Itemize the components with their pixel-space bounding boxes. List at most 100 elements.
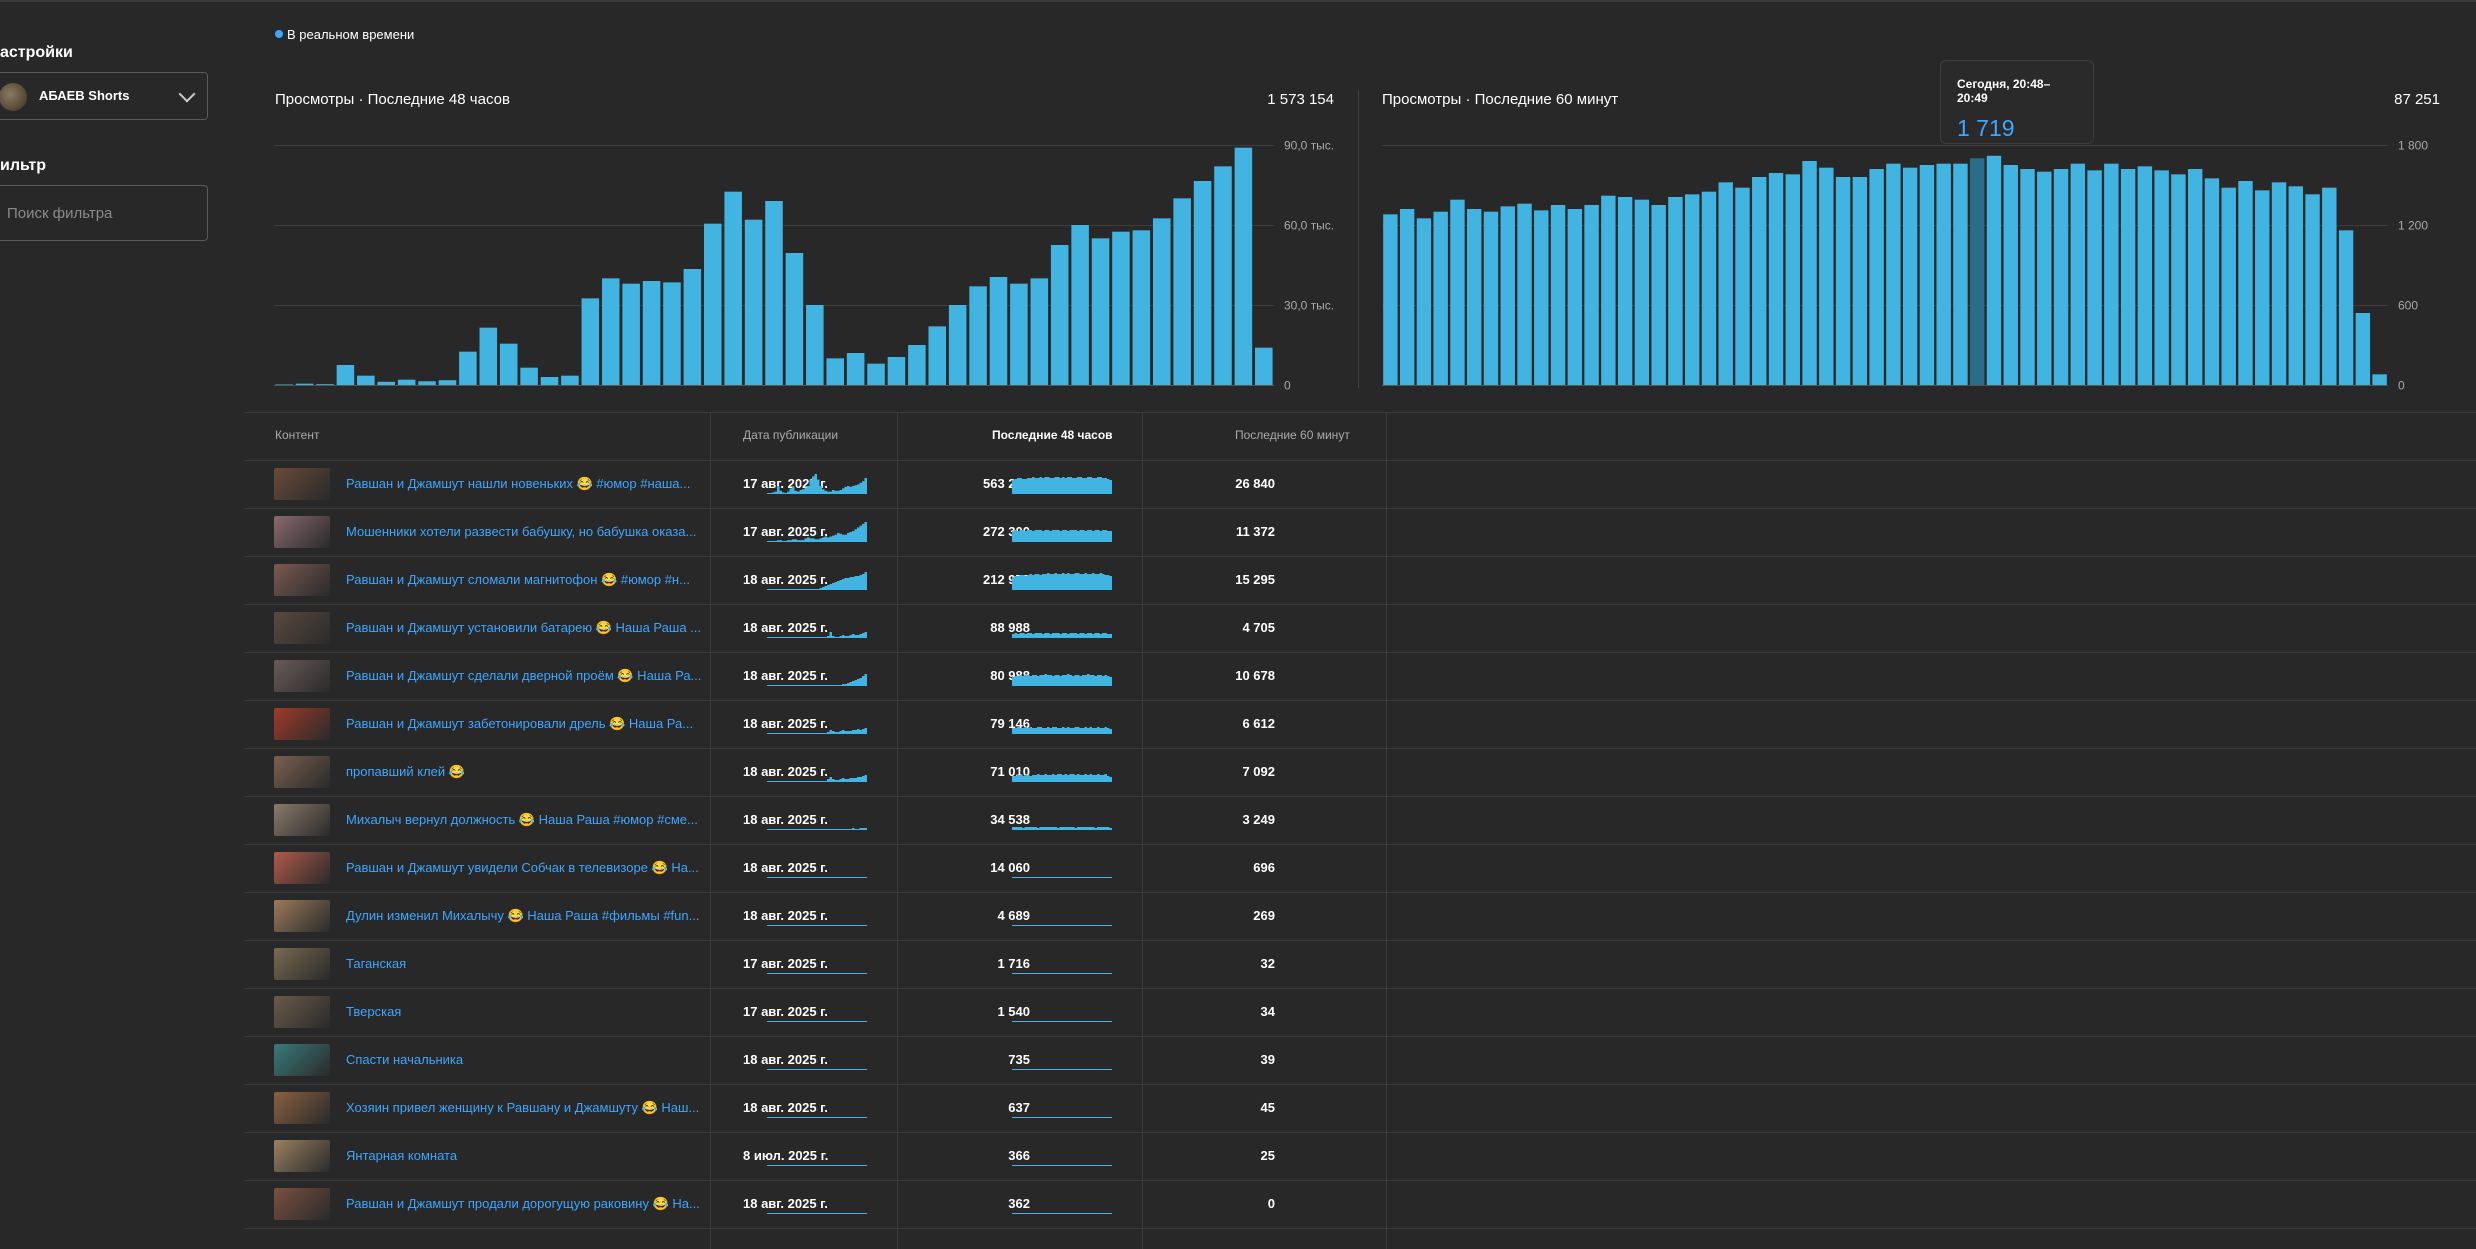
video-thumbnail[interactable] xyxy=(274,1188,330,1220)
chart-48h[interactable]: 90,0 тыс. 60,0 тыс. 30,0 тыс. 0 xyxy=(274,135,1354,395)
sparkline-bar xyxy=(1029,574,1032,590)
table-row[interactable]: Равшан и Джамшут нашли новеньких 😂 #юмор… xyxy=(244,460,2476,508)
sparkline-bar xyxy=(857,484,860,494)
header-last-60m[interactable]: Последние 60 минут xyxy=(1235,428,1350,442)
sparkline-bar xyxy=(817,479,820,494)
sparkline-bar xyxy=(1104,633,1107,638)
video-thumbnail[interactable] xyxy=(274,996,330,1028)
sparkline-bar xyxy=(1024,675,1027,686)
sparkline-bar xyxy=(799,490,802,494)
sparkline-bar xyxy=(839,490,842,494)
video-thumbnail[interactable] xyxy=(274,756,330,788)
sparkline-bar xyxy=(1047,727,1050,734)
views-60m: 11 372 xyxy=(1235,524,1275,539)
video-thumbnail[interactable] xyxy=(274,852,330,884)
sparkline-bar xyxy=(1014,576,1017,590)
sparkline-bar xyxy=(844,684,847,686)
table-row[interactable]: пропавший клей 😂 18 авг. 2025 г. 71 010 7 0… xyxy=(244,748,2476,796)
table-row[interactable]: Михалыч вернул должность 😂 Наша Раша #юм… xyxy=(244,796,2476,844)
video-thumbnail[interactable] xyxy=(274,948,330,980)
sparkline-bar xyxy=(1027,877,1030,878)
sparkline-bar xyxy=(859,575,862,590)
sparkline-bar xyxy=(852,531,855,542)
table-row[interactable]: Равшан и Джамшут сломали магнитофон 😂 #ю… xyxy=(244,556,2476,604)
sparkline-bar xyxy=(1072,478,1075,494)
sparkline-bar xyxy=(857,635,860,638)
sparkline-bar xyxy=(819,538,822,542)
header-last-48h[interactable]: Последние 48 часов xyxy=(992,428,1113,442)
row-divider xyxy=(244,748,2476,749)
sparkline-bar xyxy=(789,488,792,494)
table-row[interactable]: Равшан и Джамшут забетонировали дрель 😂 … xyxy=(244,700,2476,748)
header-content[interactable]: Контент xyxy=(275,428,320,442)
table-row[interactable]: Хозяин привел женщину к Равшану и Джамшу… xyxy=(244,1084,2476,1132)
chart-bar xyxy=(1601,195,1616,385)
channel-name: АБАЕВ Shorts xyxy=(39,88,130,103)
table-row[interactable]: Равшан и Джамшут продали дорогущую раков… xyxy=(244,1180,2476,1228)
sparkline-bar xyxy=(1099,531,1102,542)
sparkline-bar xyxy=(1079,827,1082,830)
chart-bar xyxy=(1785,174,1800,385)
sparkline-bar xyxy=(849,682,852,686)
video-thumbnail[interactable] xyxy=(274,468,330,500)
video-thumbnail[interactable] xyxy=(274,1140,330,1172)
filter-title: ильтр xyxy=(0,157,47,174)
table-row[interactable]: Равшан и Джамшут установили батарею 😂 На… xyxy=(244,604,2476,652)
sparkline-bar xyxy=(782,541,785,542)
sparkline-bar xyxy=(1072,827,1075,830)
sparkline-bar xyxy=(1069,574,1072,590)
sparkline-bar xyxy=(1109,576,1112,590)
sparkline-bar xyxy=(1034,775,1037,782)
video-thumbnail[interactable] xyxy=(274,1044,330,1076)
sparkline-bar xyxy=(1089,675,1092,686)
sparkline-bar xyxy=(777,486,780,494)
views-48h: 362 xyxy=(1008,1196,1030,1211)
sparkline-bar xyxy=(1017,531,1020,542)
table-row[interactable]: Равшан и Джамшут увидели Собчак в телеви… xyxy=(244,844,2476,892)
chart-bar xyxy=(948,305,967,385)
header-publish-date[interactable]: Дата публикации xyxy=(743,428,839,442)
chart-60m[interactable]: 1 800 1 200 600 0 xyxy=(1382,135,2472,395)
table-row[interactable]: Мошенники хотели развести бабушку, но ба… xyxy=(244,508,2476,556)
chart-bar xyxy=(1255,347,1273,385)
filter-search-input[interactable] xyxy=(0,185,208,241)
sparkline-60m xyxy=(1012,633,1112,638)
video-thumbnail[interactable] xyxy=(274,804,330,836)
sparkline-bar xyxy=(814,539,817,542)
table-row[interactable]: Таганская 17 авг. 2025 г. 1 716 32 xyxy=(244,940,2476,988)
col-divider-end xyxy=(1386,412,1387,1249)
sparkline-bar xyxy=(1052,727,1055,734)
sparkline-bar xyxy=(859,525,862,542)
sparkline-bar xyxy=(864,877,867,878)
table-row[interactable]: Спасти начальника 18 авг. 2025 г. 735 39 xyxy=(244,1036,2476,1084)
sparkline-bar xyxy=(1032,675,1035,686)
chart-bar xyxy=(846,353,865,385)
table-row[interactable]: Янтарная комната 8 июл. 2025 г. 366 25 xyxy=(244,1132,2476,1180)
chart-bar xyxy=(1030,278,1049,385)
video-thumbnail[interactable] xyxy=(274,708,330,740)
chart-bar xyxy=(1091,238,1110,385)
table-row[interactable]: Дулин изменил Михалычу 😂 Наша Раша #филь… xyxy=(244,892,2476,940)
sparkline-bar xyxy=(789,540,792,542)
table-row[interactable]: Тверская 17 авг. 2025 г. 1 540 34 xyxy=(244,988,2476,1036)
table-row[interactable]: Равшан и Джамшут сделали дверной проём 😂… xyxy=(244,652,2476,700)
video-thumbnail[interactable] xyxy=(274,612,330,644)
sparkline-bar xyxy=(859,634,862,638)
chart-bar xyxy=(1735,187,1750,385)
sparkline-bar xyxy=(1027,575,1030,590)
chart-bar xyxy=(2137,166,2153,385)
publish-date: 17 авг. 2025 г. xyxy=(743,476,828,491)
sparkline-bar xyxy=(1012,531,1015,542)
sparkline-bar xyxy=(822,489,825,494)
video-thumbnail[interactable] xyxy=(274,660,330,692)
video-thumbnail[interactable] xyxy=(274,564,330,596)
channel-select[interactable]: АБАЕВ Shorts xyxy=(0,72,208,120)
sparkline-bar xyxy=(1077,573,1080,590)
video-thumbnail[interactable] xyxy=(274,1092,330,1124)
sparkline-bar xyxy=(1047,477,1050,494)
video-thumbnail[interactable] xyxy=(274,516,330,548)
video-thumbnail[interactable] xyxy=(274,900,330,932)
chart-bar xyxy=(1869,169,1884,385)
sparkline-bar xyxy=(1029,633,1032,638)
sparkline-bar xyxy=(1099,573,1102,590)
